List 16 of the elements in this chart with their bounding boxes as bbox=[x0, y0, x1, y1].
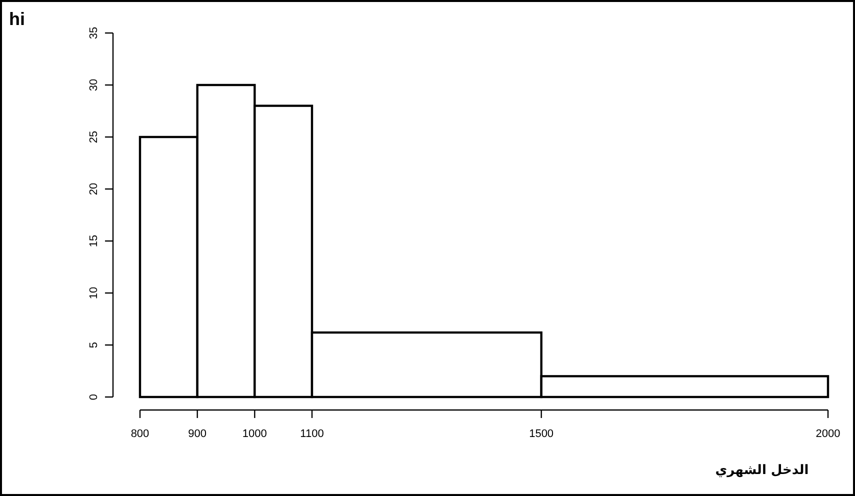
y-tick-label: 20 bbox=[88, 182, 100, 196]
x-tick-label: 900 bbox=[188, 428, 207, 440]
y-tick-label: 30 bbox=[88, 78, 100, 92]
y-tick-label: 35 bbox=[88, 26, 100, 40]
x-tick-label: 800 bbox=[130, 428, 150, 440]
x-tick-label: 2000 bbox=[816, 428, 840, 440]
x-tick-label: 1100 bbox=[300, 428, 324, 440]
y-tick-label: 0 bbox=[88, 394, 100, 400]
y-tick-label: 25 bbox=[88, 130, 100, 144]
y-tick-label: 15 bbox=[88, 234, 100, 248]
x-tick-label: 1000 bbox=[242, 428, 267, 440]
y-tick-label: 10 bbox=[88, 286, 100, 300]
x-tick-label: 1500 bbox=[529, 428, 554, 440]
x-axis-title: الدخل الشهري bbox=[715, 463, 809, 478]
y-tick-label: 5 bbox=[88, 342, 100, 348]
text: hi bbox=[9, 9, 25, 29]
